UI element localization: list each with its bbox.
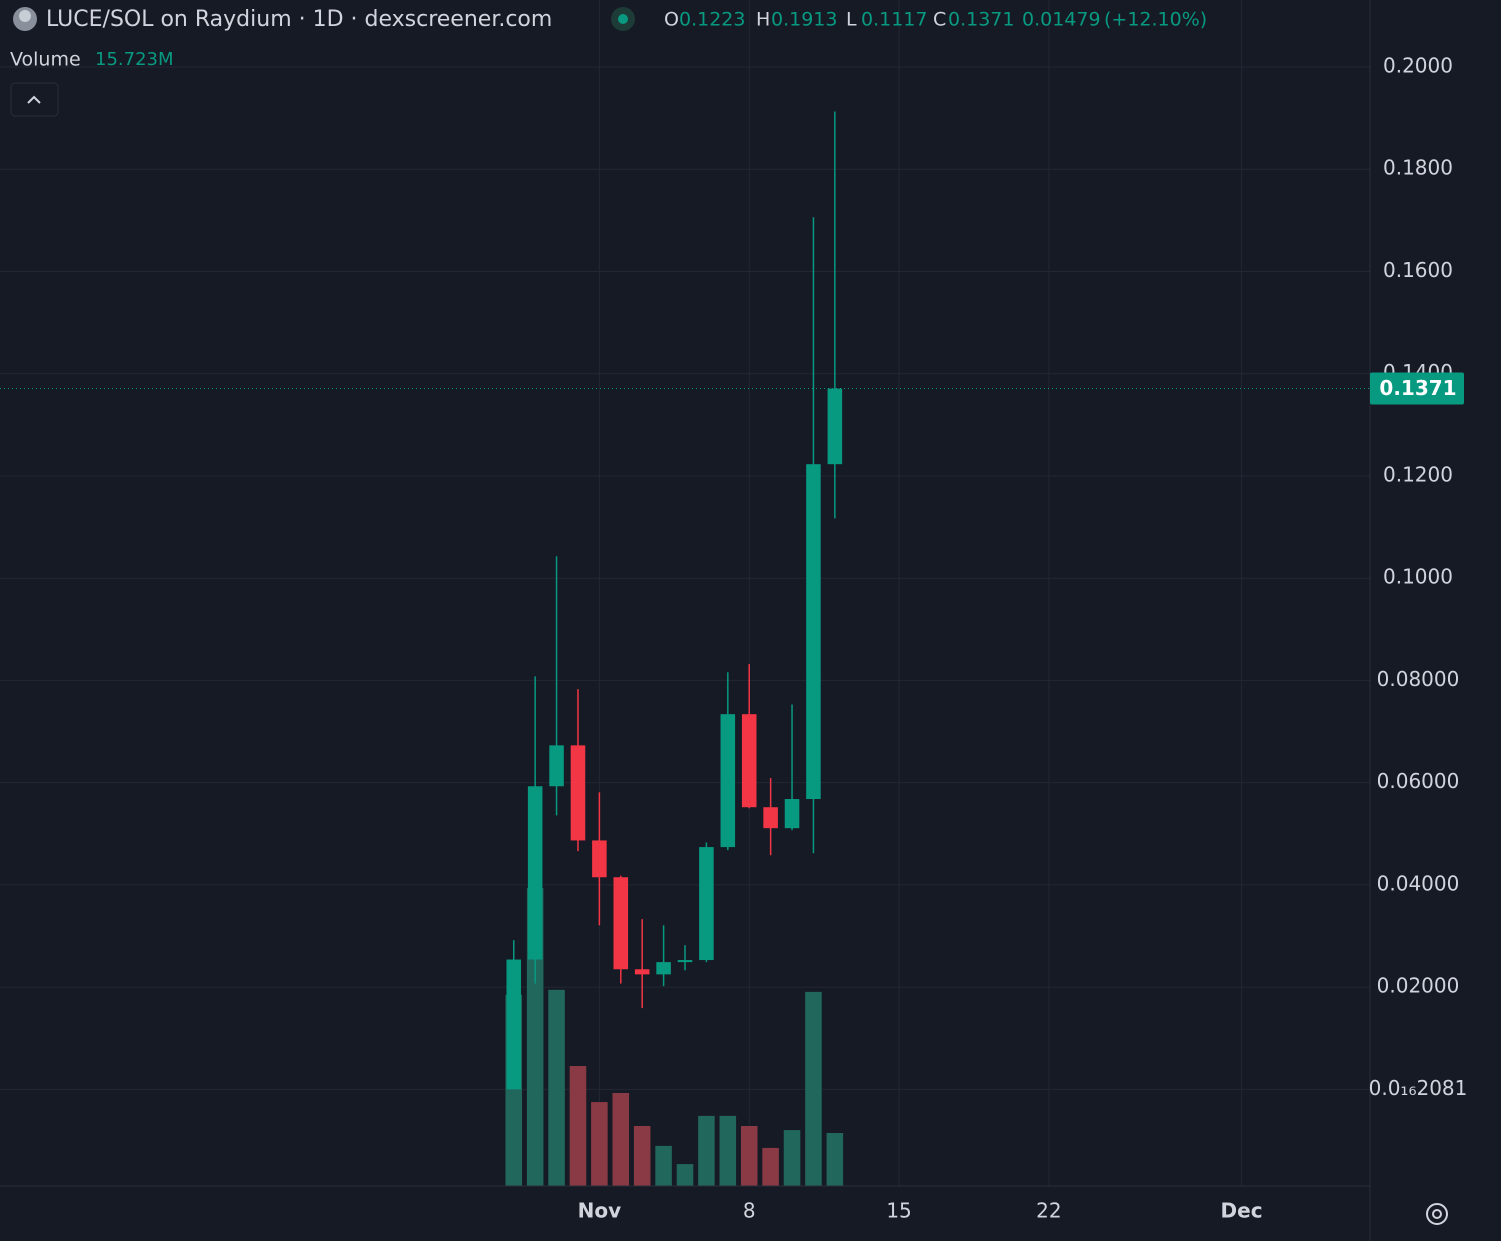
candle-body xyxy=(806,464,821,800)
last-price-label: 0.1371 xyxy=(1379,376,1456,400)
candle-body xyxy=(570,745,586,841)
x-tick-label: 22 xyxy=(1036,1199,1061,1223)
y-tick-label: 0.2000 xyxy=(1383,54,1453,78)
candle-body xyxy=(506,959,522,1090)
volume-legend-value: 15.723M xyxy=(95,49,174,70)
y-tick-label: 0.1000 xyxy=(1383,565,1453,589)
candle-body xyxy=(784,799,800,829)
candle-body xyxy=(677,960,693,963)
collapse-button[interactable] xyxy=(10,82,59,117)
volume-bar xyxy=(526,888,544,1186)
ohlc-value: 0.1913 xyxy=(771,9,837,31)
grid xyxy=(0,0,1370,1186)
collapse-icon xyxy=(27,95,41,104)
ohlc-key: C xyxy=(933,9,946,31)
volume-bar xyxy=(548,989,565,1186)
y-tick-label: 0.08000 xyxy=(1377,667,1460,691)
volume-bar xyxy=(591,1102,608,1186)
volume-bar xyxy=(719,1115,737,1186)
candle-body xyxy=(699,847,714,961)
volume-bar xyxy=(826,1133,844,1186)
y-tick-label: 0.1200 xyxy=(1383,462,1453,486)
candle-body xyxy=(656,962,671,975)
candle-body xyxy=(763,807,778,829)
volume-bar xyxy=(805,991,822,1186)
ohlc-value: 0.1371 xyxy=(948,9,1014,31)
ohlc-value: 0.1223 xyxy=(679,9,745,31)
token-logo-face xyxy=(19,10,31,22)
volume-bar xyxy=(655,1145,672,1186)
last-price-badge xyxy=(1370,372,1464,405)
ohlc-legend: O 0.1223 H 0.1913 L 0.1117 C 0.1371 0.01479 (+12.… xyxy=(664,9,1207,31)
y-tick-label: 0.02000 xyxy=(1377,974,1460,998)
y-tick-label: 0.06000 xyxy=(1377,769,1460,793)
candle-body xyxy=(613,877,629,970)
volume-bar xyxy=(676,1164,694,1186)
y-tick-label: 0.1800 xyxy=(1383,156,1453,180)
candle-body xyxy=(527,786,543,960)
y-tick-label: 0.1600 xyxy=(1383,258,1453,282)
change-percent: (+12.10%) xyxy=(1104,9,1207,31)
x-tick-label: Dec xyxy=(1221,1199,1263,1223)
volume-bar xyxy=(762,1147,779,1186)
chart-title: LUCE/SOL on Raydium · 1D · dexscreener.c… xyxy=(46,7,552,32)
candle-body xyxy=(592,840,607,878)
x-tick-label: 8 xyxy=(743,1199,756,1223)
change-value: 0.01479 xyxy=(1022,9,1101,31)
volume-bar xyxy=(569,1066,587,1186)
y-tick-label: 0.04000 xyxy=(1377,871,1460,895)
ohlc-key: O xyxy=(664,9,679,31)
candle-body xyxy=(549,745,564,787)
status-dot xyxy=(618,14,628,24)
volume-legend-label: Volume xyxy=(10,49,81,71)
volume-bar xyxy=(612,1092,630,1186)
volume-bar xyxy=(633,1126,651,1186)
candle-body xyxy=(720,714,736,848)
volume-bar xyxy=(698,1115,715,1186)
candle-layer xyxy=(506,111,843,1090)
ohlc-key: L xyxy=(846,9,857,31)
axes: 0.0₁₆2081 0.02000 0.04000 0.06000 0.08000 0.1… xyxy=(0,54,1467,1223)
ohlc-key: H xyxy=(756,9,770,31)
candle-body xyxy=(634,969,650,975)
ohlc-value: 0.1117 xyxy=(861,9,927,31)
x-tick-label: 15 xyxy=(886,1199,911,1223)
y-tick-label: 0.0₁₆2081 xyxy=(1369,1076,1468,1100)
candle-body xyxy=(827,388,843,465)
settings-icon xyxy=(1426,1203,1448,1225)
settings-button[interactable] xyxy=(1426,1203,1448,1225)
volume-bar xyxy=(783,1130,801,1186)
candle-body xyxy=(741,714,757,808)
settings-icon-core xyxy=(1432,1209,1442,1219)
volume-bar xyxy=(740,1126,758,1186)
x-tick-label: Nov xyxy=(578,1199,622,1223)
